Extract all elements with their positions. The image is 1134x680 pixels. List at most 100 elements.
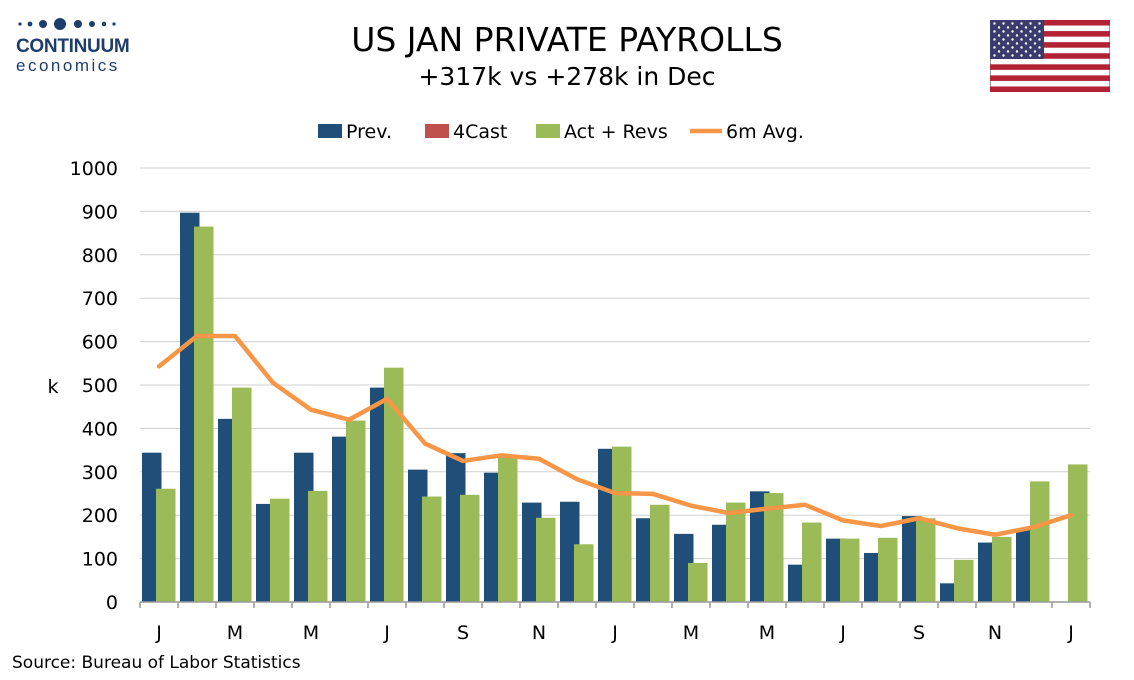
x-tick-label: M [683,622,699,644]
flag-star [1033,50,1037,53]
x-tick-label: M [303,622,319,644]
act-revs-bar [840,538,860,602]
flag-star [997,26,1001,29]
y-tick-label: 900 [82,201,118,223]
chart-title: US JAN PRIVATE PAYROLLS [351,20,783,59]
flag-star [1020,22,1023,25]
flag-star [993,54,996,57]
x-tick-label: S [913,622,925,644]
y-tick-label: 200 [82,505,118,527]
flag-star [1029,38,1032,41]
x-tick-label: J [155,622,162,644]
flag-star [1020,46,1023,49]
y-tick-label: 800 [82,245,118,267]
flag-star [997,50,1001,53]
flag-star [1033,34,1037,37]
flag-star [1011,22,1014,25]
flag-star [1002,54,1005,57]
y-axis-label: k [47,376,58,398]
x-tick-label: J [1067,622,1074,644]
flag-stripe [990,20,1110,26]
act-revs-bar [270,498,290,602]
chart-subtitle: +317k vs +278k in Dec [418,62,716,91]
avg-line [156,333,1074,537]
act-revs-bar [954,559,974,602]
flag-star [997,34,1001,37]
flag-star [1015,34,1019,37]
act-revs-bar [1068,464,1088,602]
flag-stripe [990,64,1110,70]
flag-star [1038,46,1041,49]
act-revs-bar [194,226,214,602]
act-revs-bar [992,536,1012,602]
y-tick-label: 500 [82,375,118,397]
flag-star [1033,42,1037,45]
act-revs-bar [308,490,328,602]
act-revs-bar [650,504,670,602]
y-tick-label: 300 [82,462,118,484]
flag-star [1038,38,1041,41]
flag-stripe [990,53,1110,59]
flag-star [1002,46,1005,49]
act-revs-bar [726,502,746,602]
flag-stripe [990,42,1110,48]
flag-star [1029,46,1032,49]
act-revs-bar [346,420,366,602]
logo-dots-icon [18,18,116,30]
flag-star [1020,38,1023,41]
y-tick-label: 400 [82,418,118,440]
flag-star [1024,50,1028,53]
flag-star [1029,30,1032,33]
act-revs-bar [688,562,708,602]
flag-star [1024,42,1028,45]
axes: 0 100 200 300 400 500 600 700 800 900 1000 J M M J S N J M… [70,158,1091,644]
flag-star [1015,26,1019,29]
act-revs-bar [460,494,480,602]
flag-star [1024,34,1028,37]
bars [142,212,1088,602]
legend-label: Prev. [346,121,392,143]
act-revs-bar [916,518,936,602]
flag-star [1029,22,1032,25]
logo-name: CONTINUUM [16,36,130,57]
legend-label: 6m Avg. [726,121,804,143]
flag-stripe [990,31,1110,37]
x-tick-label: J [611,622,618,644]
flag-star [993,30,996,33]
act-revs-bar [232,387,252,602]
act-revs-bar [498,457,518,602]
legend-label: 4Cast [453,121,507,143]
y-tick-label: 0 [106,592,118,614]
flag-star [1011,54,1014,57]
flag-stripe [990,86,1110,92]
flag-star [1015,42,1019,45]
flag-star [1020,54,1023,57]
flag-star [1024,26,1028,29]
flag-star [993,46,996,49]
flag-star [1015,50,1019,53]
x-tick-label: N [988,622,1002,644]
flag-star [993,22,996,25]
y-tick-label: 100 [82,549,118,571]
legend-swatch [425,124,449,138]
flag-star [1033,26,1037,29]
flag-star [1006,34,1010,37]
x-tick-label: M [759,622,775,644]
x-tick-label: J [383,622,390,644]
flag-stripe [990,75,1110,81]
logo-sub: economics [16,56,120,75]
logo: CONTINUUM economics [10,14,140,80]
flag-star [1011,46,1014,49]
flag-star [1002,30,1005,33]
flag-star [997,42,1001,45]
legend-label: Act + Revs [564,121,668,143]
x-tick-label: M [227,622,243,644]
source-note: Source: Bureau of Labor Statistics [12,653,301,673]
legend: Prev. 4Cast Act + Revs 6m Avg. [318,121,804,143]
flag-star [1020,30,1023,33]
act-revs-bar [422,496,442,602]
y-tick-label: 600 [82,332,118,354]
act-revs-bar [1030,481,1050,602]
x-tick-label: N [532,622,546,644]
